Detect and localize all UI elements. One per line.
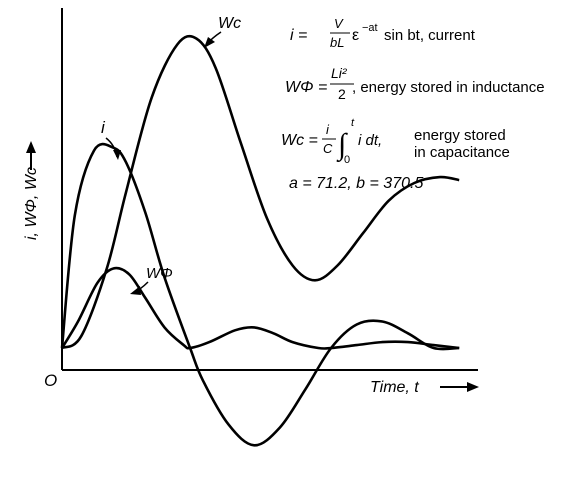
- annotation-params: a = 71.2, b = 370.5: [289, 175, 423, 192]
- svg-text:i dt,: i dt,: [358, 132, 382, 149]
- series-pointer-i-head: [113, 150, 121, 160]
- annotation-current: i = V bL ε −at sin bt, current: [290, 16, 476, 50]
- series-layer: [60, 34, 460, 447]
- svg-text:in capacitance: in capacitance: [414, 144, 510, 161]
- svg-text:WΦ =: WΦ =: [285, 79, 327, 96]
- svg-text:C: C: [323, 141, 333, 156]
- svg-text:i =: i =: [290, 27, 307, 44]
- svg-text:energy stored: energy stored: [414, 127, 506, 144]
- series-pointer-w-phi-head: [130, 286, 141, 295]
- svg-text:V: V: [334, 16, 344, 31]
- svg-text:, energy stored in inductance: , energy stored in inductance: [352, 79, 545, 96]
- series-pointer-w-c-head: [204, 37, 215, 48]
- series-line-w-phi: [60, 266, 460, 350]
- svg-text:∫: ∫: [336, 128, 348, 163]
- svg-text:i: i: [326, 122, 330, 137]
- svg-text:−at: −at: [362, 22, 378, 34]
- annotation-w-phi: WΦ = Li² 2 , energy stored in inductance: [285, 65, 545, 102]
- y-axis-label: i, WΦ, Wc: [23, 167, 40, 240]
- svg-text:Li²: Li²: [331, 65, 348, 81]
- y-axis-arrow-head: [26, 141, 36, 153]
- svg-text:t: t: [351, 117, 355, 129]
- svg-text:2: 2: [338, 86, 346, 102]
- svg-text:Wc =: Wc =: [281, 132, 318, 149]
- svg-text:sin bt, current: sin bt, current: [384, 27, 476, 44]
- svg-text:0: 0: [344, 154, 350, 166]
- origin-label: O: [44, 371, 57, 390]
- series-line-i: [60, 142, 460, 447]
- series-label-w-c: Wc: [218, 15, 241, 32]
- x-axis-label: Time, t: [370, 379, 419, 396]
- svg-text:ε: ε: [352, 27, 359, 44]
- annotation-w-c: Wc = i C ∫ t 0 i dt, energy stored in ca…: [281, 117, 510, 166]
- series-label-w-phi: WΦ: [146, 265, 173, 282]
- svg-text:bL: bL: [330, 35, 344, 50]
- x-axis-arrow-head: [467, 382, 479, 392]
- series-label-i: i: [101, 118, 106, 137]
- series-line-w-c: [61, 34, 460, 350]
